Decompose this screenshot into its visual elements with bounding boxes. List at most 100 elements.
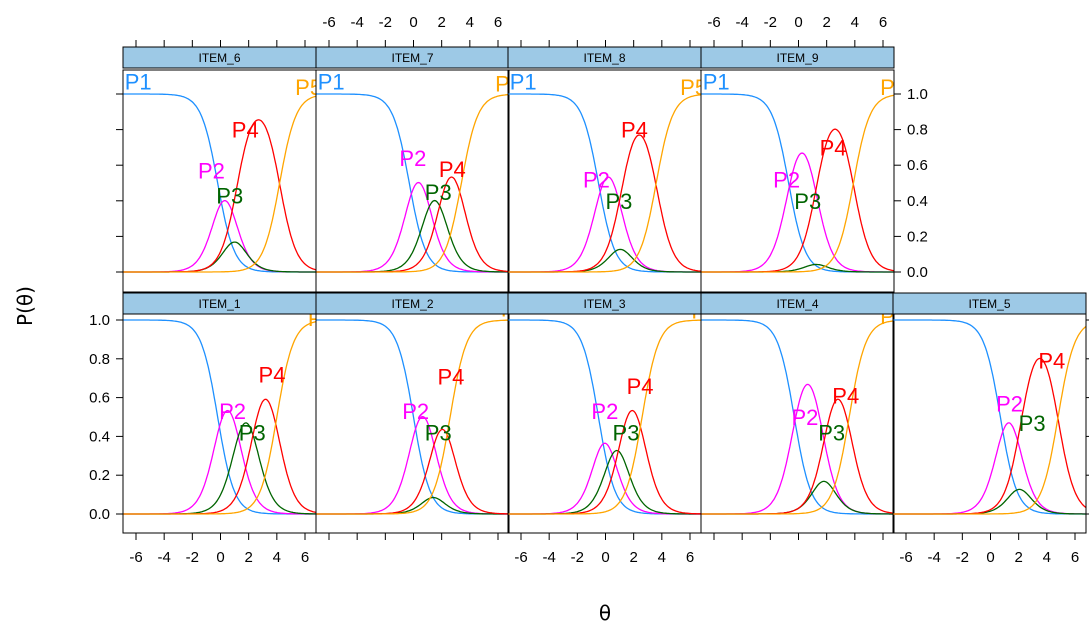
curve-p5 <box>701 320 894 515</box>
x-tick-label: 4 <box>658 549 666 566</box>
y-tick-label: 0.0 <box>907 264 928 281</box>
y-tick-label: 0.8 <box>89 351 110 368</box>
curve-p5 <box>893 325 1086 515</box>
x-tick-label: -6 <box>129 549 142 566</box>
curve-p4 <box>316 428 509 515</box>
label-p5: P5 <box>880 75 907 100</box>
label-p1: P1 <box>510 70 537 95</box>
label-p3: P3 <box>1019 411 1046 436</box>
x-tick-label: 6 <box>494 14 502 31</box>
y-tick-label: 0.4 <box>907 193 928 210</box>
y-tick-label: 0.0 <box>89 506 110 523</box>
panel-title: ITEM_1 <box>198 297 240 311</box>
curve-p5 <box>508 319 701 515</box>
y-tick-label: 0.6 <box>907 157 928 174</box>
label-p5: P5 <box>1085 312 1089 337</box>
panel-title: ITEM_2 <box>391 297 433 311</box>
x-tick-label: -2 <box>764 14 777 31</box>
y-ticks: 0.0 0.2 0.4 0.6 0.8 1.0 <box>894 86 928 281</box>
x-tick-label: 2 <box>629 549 637 566</box>
panel-border <box>700 313 895 534</box>
curve-p2 <box>316 181 509 273</box>
label-p2: P2 <box>791 405 818 430</box>
label-p5: P5 <box>295 75 322 100</box>
x-ticks <box>713 533 884 540</box>
y-tick-label: 1.0 <box>89 312 110 329</box>
label-p2: P2 <box>583 167 610 192</box>
panel-border <box>700 69 895 293</box>
y-tick-label: 1.0 <box>907 86 928 103</box>
x-tick-label: -4 <box>927 549 940 566</box>
panel-title: ITEM_4 <box>776 297 818 311</box>
curve-p1 <box>316 93 509 273</box>
label-p3: P3 <box>606 189 633 214</box>
panel-border <box>315 313 510 534</box>
x-tick-label: -2 <box>379 14 392 31</box>
x-ticks <box>520 40 691 47</box>
label-p1: P1 <box>318 70 345 95</box>
label-p2: P2 <box>219 399 246 424</box>
x-tick-label: 6 <box>1071 549 1079 566</box>
label-p1: P1 <box>125 70 152 95</box>
panel-title: ITEM_5 <box>968 297 1010 311</box>
curve-p5 <box>123 95 316 273</box>
panel-grid: ITEM_1P1P2P3P4P5-6-4-202460.00.20.40.60.… <box>89 14 1089 566</box>
curve-p5 <box>508 94 701 273</box>
x-ticks: -6 -4 -2 0 2 4 6 <box>322 14 502 47</box>
curve-p4 <box>316 176 509 273</box>
curve-p4 <box>508 409 701 515</box>
label-p4: P4 <box>437 364 464 389</box>
label-p4: P4 <box>1038 349 1065 374</box>
x-tick-label: 4 <box>273 549 281 566</box>
label-p4: P4 <box>627 374 654 399</box>
panel-title: ITEM_9 <box>776 51 818 65</box>
x-tick-label: 2 <box>822 14 830 31</box>
curve-p3 <box>701 480 894 515</box>
label-p3: P3 <box>794 189 821 214</box>
curve-p2 <box>123 200 316 273</box>
x-axis-title: θ <box>599 601 611 625</box>
x-tick-label: 0 <box>794 14 802 31</box>
curve-p2 <box>316 415 509 515</box>
x-tick-label: -2 <box>186 549 199 566</box>
y-tick-label: 0.2 <box>907 228 928 245</box>
curve-p2 <box>123 409 316 515</box>
x-tick-label: -6 <box>322 14 335 31</box>
curve-p2 <box>701 383 894 515</box>
label-p1: P1 <box>895 294 922 319</box>
x-tick-label: 2 <box>244 549 252 566</box>
x-tick-label: 6 <box>879 14 887 31</box>
x-ticks: -6 -4 -2 0 2 4 6 <box>899 533 1079 566</box>
label-p1: P1 <box>703 294 730 319</box>
label-p2: P2 <box>591 399 618 424</box>
x-tick-label: 6 <box>301 549 309 566</box>
curve-p5 <box>123 321 316 515</box>
panel-border <box>892 313 1087 534</box>
label-p1: P1 <box>703 70 730 95</box>
label-p2: P2 <box>198 159 225 184</box>
label-p5: P5 <box>308 306 335 331</box>
label-p3: P3 <box>425 421 452 446</box>
x-ticks <box>135 40 306 47</box>
y-tick-label: 0.4 <box>89 428 110 445</box>
curve-p5 <box>316 319 509 515</box>
panel-title: ITEM_6 <box>198 51 240 65</box>
label-p3: P3 <box>216 183 243 208</box>
y-axis-title: P(θ) <box>13 286 37 326</box>
y-ticks <box>116 93 123 273</box>
curve-p3 <box>701 263 894 273</box>
curve-p2 <box>893 422 1086 515</box>
label-p5: P5 <box>495 71 522 96</box>
label-p4: P4 <box>621 118 648 143</box>
